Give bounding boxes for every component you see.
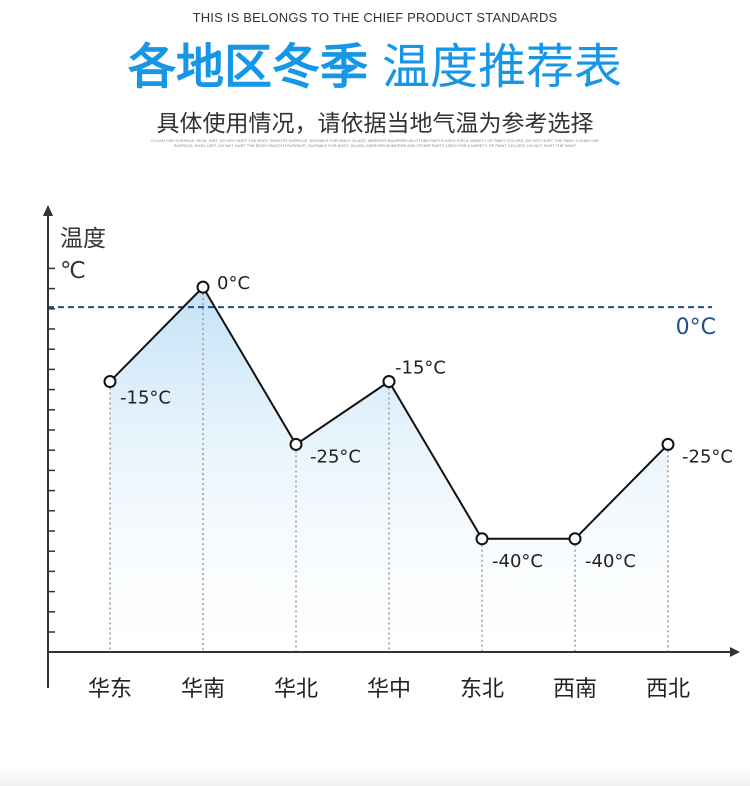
y-axis-arrow [43, 205, 53, 216]
value-label: -40°C [585, 551, 636, 572]
page-title: 各地区冬季 温度推荐表 [0, 36, 750, 98]
x-tick-label: 西北 [646, 677, 690, 702]
y-axis-label: 温度 [60, 226, 106, 252]
value-label: -25°C [682, 446, 733, 467]
area-fill [110, 287, 668, 652]
reference-line-label: 0°C [676, 315, 716, 340]
data-point [475, 532, 489, 546]
data-point [661, 437, 675, 451]
x-tick-label: 西南 [553, 677, 597, 702]
x-tick-label: 华东 [88, 677, 132, 702]
bottom-band [0, 766, 750, 786]
data-point [289, 437, 303, 451]
page-subtitle: 具体使用情况，请依据当地气温为参考选择 [156, 111, 594, 137]
title-light: 温度推荐表 [382, 39, 623, 95]
tagline: THIS IS BELONGS TO THE CHIEF PRODUCT STA… [192, 10, 558, 25]
x-tick-label: 华中 [367, 677, 411, 702]
x-tick-label: 东北 [460, 677, 504, 702]
value-label: -15°C [120, 388, 171, 409]
y-axis-unit: ℃ [60, 258, 86, 284]
title-bold: 各地区冬季 [127, 39, 368, 95]
value-label: -15°C [395, 358, 446, 379]
value-label: -40°C [492, 551, 543, 572]
data-point [382, 375, 396, 389]
x-tick-label: 华南 [181, 677, 225, 702]
fineprint: CLEAN CAR SURFACE, IRON, DIRT, DO NOT HU… [151, 138, 599, 148]
data-point [568, 532, 582, 546]
drop-lines [109, 293, 669, 652]
y-axis-ticks [48, 267, 55, 633]
value-label: -25°C [310, 446, 361, 467]
value-label: 0°C [217, 273, 250, 294]
x-tick-label: 华北 [274, 677, 318, 702]
data-point [103, 375, 117, 389]
x-axis-arrow [730, 647, 740, 657]
data-point [196, 280, 210, 294]
